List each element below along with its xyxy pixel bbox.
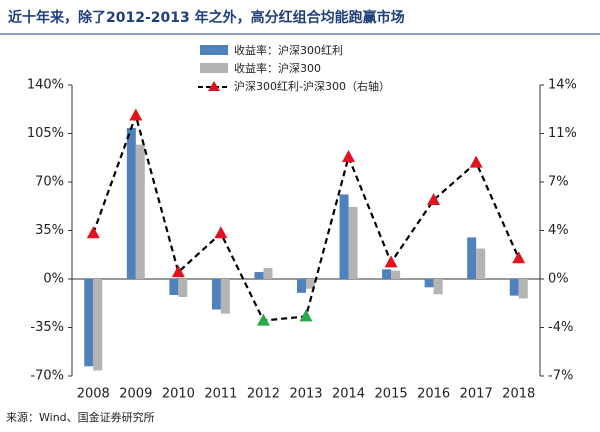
legend-swatch [200, 63, 228, 73]
line-marker [299, 309, 313, 322]
y-tick-label: 70% [35, 175, 64, 190]
line-marker [384, 255, 398, 268]
line-marker [469, 155, 483, 168]
line-marker [171, 265, 185, 278]
bar [93, 279, 103, 371]
bar [391, 270, 401, 279]
x-tick-label: 2015 [375, 387, 408, 402]
y-tick-label: 0% [43, 272, 64, 287]
x-tick-label: 2016 [417, 387, 450, 402]
line-marker [342, 150, 356, 163]
bar [467, 237, 477, 279]
bar [306, 279, 315, 289]
x-tick-label: 2017 [460, 387, 493, 402]
y2-tick-label: -7% [548, 369, 573, 384]
x-tick-label: 2010 [162, 387, 195, 402]
x-tick-label: 2013 [289, 387, 322, 402]
legend-label: 收益率：沪深300红利 [234, 43, 343, 57]
x-tick-label: 2012 [247, 387, 280, 402]
bar [348, 206, 358, 279]
legend-label: 沪深300红利-沪深300（右轴） [234, 79, 390, 93]
bar [339, 194, 349, 279]
x-tick-label: 2011 [204, 387, 237, 402]
bar [211, 279, 221, 310]
line-marker [129, 108, 143, 121]
y2-tick-label: -4% [548, 320, 573, 335]
y-tick-label: -35% [30, 320, 64, 335]
bar [220, 279, 230, 314]
bar [433, 279, 443, 295]
y-tick-label: 35% [35, 223, 64, 238]
legend-swatch [200, 45, 228, 55]
bar [263, 267, 273, 279]
bar [509, 279, 519, 296]
bar [84, 279, 94, 367]
bar [424, 279, 434, 288]
y2-tick-label: 4% [548, 223, 569, 238]
x-tick-label: 2014 [332, 387, 365, 402]
bar [254, 272, 264, 279]
y-tick-label: -70% [30, 369, 64, 384]
y2-tick-label: 0% [548, 272, 569, 287]
x-tick-label: 2009 [119, 387, 152, 402]
legend-marker [208, 81, 220, 91]
bar [476, 248, 486, 279]
bar [518, 279, 528, 299]
bar [126, 127, 136, 279]
y2-tick-label: 7% [548, 175, 569, 190]
bar [135, 144, 145, 279]
bar [169, 279, 179, 295]
legend: 收益率：沪深300红利 收益率：沪深300 沪深300红利-沪深300（右轴） [198, 43, 390, 93]
line-marker [214, 226, 228, 239]
bar [382, 269, 392, 279]
legend-label: 收益率：沪深300 [234, 61, 321, 75]
x-tick-label: 2018 [502, 387, 535, 402]
bar [297, 279, 306, 293]
y-tick-label: 105% [27, 126, 64, 141]
y2-tick-label: 11% [548, 126, 577, 141]
x-tick-label: 2008 [77, 387, 110, 402]
line-marker [427, 193, 441, 206]
y-tick-label: 140% [27, 78, 64, 93]
source: 来源：Wind、国金证券研究所 [6, 410, 155, 424]
y2-tick-label: 14% [548, 78, 577, 93]
line-marker [512, 251, 526, 264]
bar [178, 279, 188, 298]
line-marker [256, 313, 270, 326]
chart-title: 近十年来，除了2012-2013 年之外，高分红组合均能跑赢市场 [8, 9, 405, 26]
line-marker [86, 226, 100, 239]
